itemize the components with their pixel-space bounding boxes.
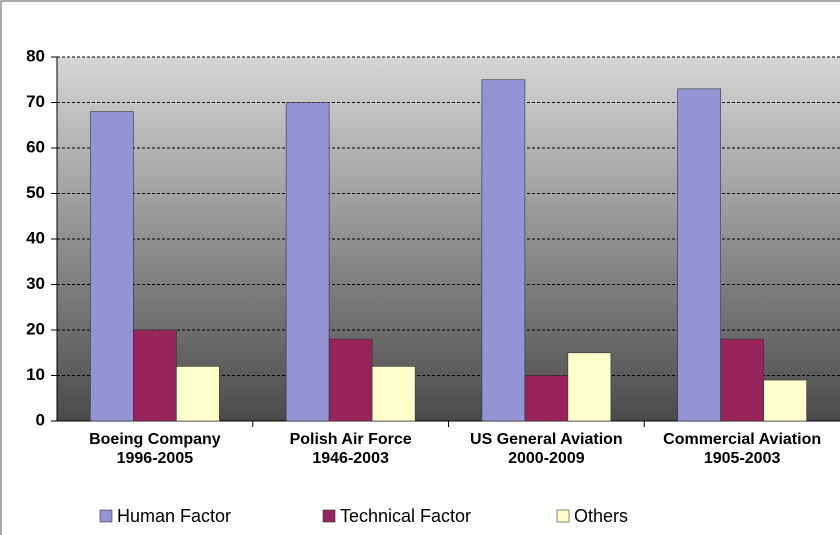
y-tick-label: 70 (26, 92, 45, 111)
bar (677, 88, 721, 422)
y-tick-label: 20 (26, 319, 45, 338)
y-tick-label: 50 (26, 183, 45, 202)
x-tick-label: Commercial Aviation 1905-2003 (663, 431, 821, 467)
bar (176, 366, 220, 422)
bar (90, 111, 134, 422)
legend-label: Human Factor (117, 506, 231, 526)
legend-swatch (556, 509, 570, 523)
x-tick-label: Boeing Company 1996-2005 (89, 431, 221, 467)
y-tick-label: 10 (26, 365, 45, 384)
bar (133, 329, 177, 422)
legend-swatch (322, 509, 336, 523)
legend-swatch (99, 509, 113, 523)
bar (328, 338, 373, 422)
x-tick-label: Polish Air Force 1946-2003 (290, 431, 412, 467)
bar (481, 79, 526, 422)
legend-label: Others (574, 506, 628, 526)
bar (720, 338, 764, 422)
bar (285, 102, 330, 422)
y-tick-label: 80 (26, 46, 45, 65)
legend-label: Technical Factor (340, 506, 471, 526)
bar (763, 379, 807, 422)
bar (524, 375, 569, 422)
y-tick-label: 60 (26, 137, 45, 156)
y-tick-label: 40 (26, 228, 45, 247)
bar (567, 352, 612, 422)
bar (371, 366, 416, 422)
y-tick-label: 30 (26, 274, 45, 293)
y-tick-label: 0 (36, 410, 45, 429)
x-tick-label: US General Aviation 2000-2009 (470, 431, 623, 467)
